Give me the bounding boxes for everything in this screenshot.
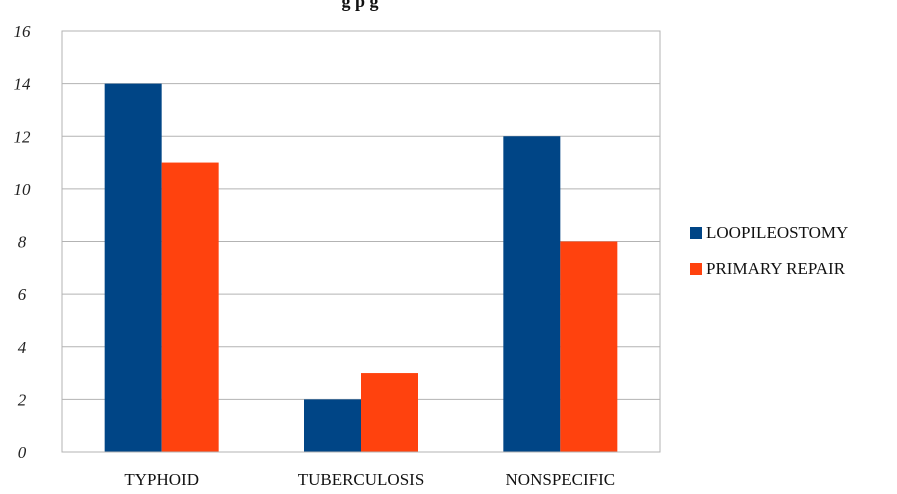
y-tick-label: 6 <box>18 285 27 304</box>
y-tick-label: 10 <box>14 180 32 199</box>
bars <box>104 83 618 452</box>
x-axis-ticks: TYPHOID TUBERCULOSIS NONSPECIFIC <box>124 470 615 489</box>
bar-primary-repair-nonspecific <box>560 241 618 452</box>
bar-loopileostomy-typhoid <box>104 83 162 452</box>
x-tick-label: NONSPECIFIC <box>506 470 616 489</box>
x-tick-label: TYPHOID <box>124 470 199 489</box>
y-tick-label: 16 <box>14 22 32 41</box>
plot-frame <box>61 30 661 453</box>
y-tick-label: 8 <box>18 233 27 252</box>
legend-swatch <box>690 263 702 275</box>
bar-primary-repair-typhoid <box>161 162 219 452</box>
y-tick-label: 14 <box>14 75 32 94</box>
y-tick-label: 0 <box>18 443 27 462</box>
plot-border <box>61 30 661 453</box>
legend-item: LOOPILEOSTOMY <box>690 222 848 244</box>
legend-swatch <box>690 227 702 239</box>
bar-primary-repair-tuberculosis <box>361 373 418 452</box>
y-tick-label: 4 <box>18 338 27 357</box>
legend-item: PRIMARY REPAIR <box>690 258 848 280</box>
chart-title: g p g <box>341 0 378 11</box>
x-tick-label: TUBERCULOSIS <box>298 470 425 489</box>
y-axis-ticks: 0 2 4 6 8 10 12 14 16 <box>14 22 32 462</box>
y-tick-label: 2 <box>18 390 27 409</box>
y-tick-label: 12 <box>14 127 32 146</box>
bar-loopileostomy-tuberculosis <box>304 399 361 452</box>
legend-label: LOOPILEOSTOMY <box>706 223 849 242</box>
legend: LOOPILEOSTOMY PRIMARY REPAIR <box>690 222 848 294</box>
legend-label: PRIMARY REPAIR <box>706 259 846 278</box>
bar-loopileostomy-nonspecific <box>503 136 561 452</box>
